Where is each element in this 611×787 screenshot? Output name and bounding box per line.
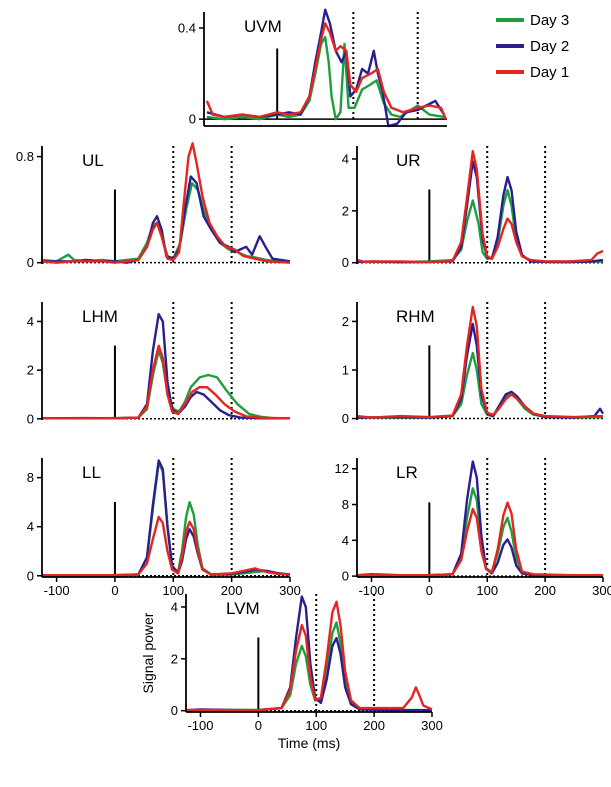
y-tick-label-lr-3: 12 (335, 461, 349, 476)
series-day-1-ur (356, 150, 604, 264)
y-tick-label-ul-1: 0.8 (16, 149, 34, 164)
x-tick-label-lvm-3: 200 (363, 718, 385, 733)
panel-label-ul: UL (82, 151, 104, 170)
x-tick-label-lvm-2: 100 (305, 718, 327, 733)
series-day-1-lvm (185, 600, 433, 712)
x-tick-label-ll-4: 300 (279, 583, 301, 598)
y-tick-label-rhm-0: 0 (342, 411, 349, 426)
series-day-1-ul (41, 142, 291, 264)
y-tick-label-lhm-0: 0 (27, 411, 34, 426)
x-tick-label-lvm-0: -100 (187, 718, 213, 733)
series-day-1-lhm (42, 344, 291, 420)
x-tick-label-lr-4: 300 (592, 583, 611, 598)
series-day-3-uvm (206, 35, 445, 121)
x-axis-title: Time (ms) (278, 735, 340, 751)
legend-label-day-3: Day 3 (530, 12, 569, 29)
x-tick-label-ll-2: 100 (162, 583, 184, 598)
series-day-2-ll (42, 459, 291, 577)
x-tick-label-lr-0: -100 (358, 583, 384, 598)
y-tick-label-lhm-2: 4 (27, 314, 34, 329)
y-tick-label-lvm-1: 2 (171, 651, 178, 666)
panel-lhm: 0 2 4 LHM (27, 302, 291, 426)
x-tick-label-ll-0: -100 (44, 583, 70, 598)
x-tick-label-lr-2: 100 (476, 583, 498, 598)
panel-ll: 0 4 8 -100 0 100 200 300 LL (27, 458, 301, 598)
legend: Day 3 Day 2 Day 1 (496, 12, 569, 81)
panel-label-rhm: RHM (396, 307, 435, 326)
x-tick-label-ll-3: 200 (221, 583, 243, 598)
y-tick-label-rhm-2: 2 (342, 314, 349, 329)
series-day-1-rhm (356, 305, 604, 419)
series-day-2-uvm (206, 8, 446, 128)
panel-label-lr: LR (396, 463, 418, 482)
panel-label-ll: LL (82, 463, 101, 482)
y-tick-label-ll-2: 8 (27, 470, 34, 485)
y-tick-label-lvm-2: 4 (171, 599, 178, 614)
y-tick-label-uvm-0: 0 (189, 112, 196, 127)
series-day-2-lr (356, 460, 603, 577)
series-day-1-uvm (205, 22, 447, 120)
y-axis-title: Signal power (140, 612, 156, 693)
x-tick-label-lvm-1: 0 (255, 718, 262, 733)
x-tick-label-ll-1: 0 (111, 583, 118, 598)
x-tick-label-lr-3: 200 (534, 583, 556, 598)
panel-ul: 0 0.8 UL (16, 142, 291, 270)
legend-label-day-1: Day 1 (530, 64, 569, 81)
y-tick-label-lr-0: 0 (342, 569, 349, 584)
y-tick-label-rhm-1: 1 (342, 362, 349, 377)
series-day-2-lvm (185, 595, 432, 712)
panel-label-uvm: UVM (244, 17, 282, 36)
panel-ur: 0 2 4 UR (342, 146, 604, 270)
series-day-2-lhm (41, 313, 290, 420)
y-tick-label-ur-0: 0 (342, 255, 349, 270)
x-tick-label-lvm-4: 300 (421, 718, 443, 733)
series-day-1-ll (42, 515, 291, 577)
y-tick-label-ur-1: 2 (342, 203, 349, 218)
panel-label-ur: UR (396, 151, 421, 170)
y-tick-label-lr-1: 4 (342, 533, 349, 548)
y-tick-label-ul-0: 0 (27, 255, 34, 270)
x-tick-label-lr-1: 0 (426, 583, 433, 598)
y-tick-label-lvm-0: 0 (171, 703, 178, 718)
panel-uvm: 0 0.4 UVM (178, 8, 447, 128)
panel-lvm: 0 2 4 -100 0 100 200 300 LVM Time (ms) Signal powe… (140, 594, 443, 751)
panel-rhm: 0 1 2 RHM (342, 302, 605, 426)
y-tick-label-uvm-1: 0.4 (178, 20, 196, 35)
series-day-1-lr (357, 501, 603, 577)
y-tick-label-lhm-1: 2 (27, 363, 34, 378)
y-tick-label-ll-1: 4 (27, 519, 34, 534)
panel-label-lhm: LHM (82, 307, 118, 326)
panel-lr: 0 4 8 12 -100 0 100 200 300 LR (335, 458, 611, 598)
y-tick-label-ll-0: 0 (27, 568, 34, 583)
y-tick-label-ur-2: 4 (342, 151, 349, 166)
legend-label-day-2: Day 2 (530, 38, 569, 55)
panel-label-lvm: LVM (226, 599, 260, 618)
y-tick-label-lr-2: 8 (342, 497, 349, 512)
